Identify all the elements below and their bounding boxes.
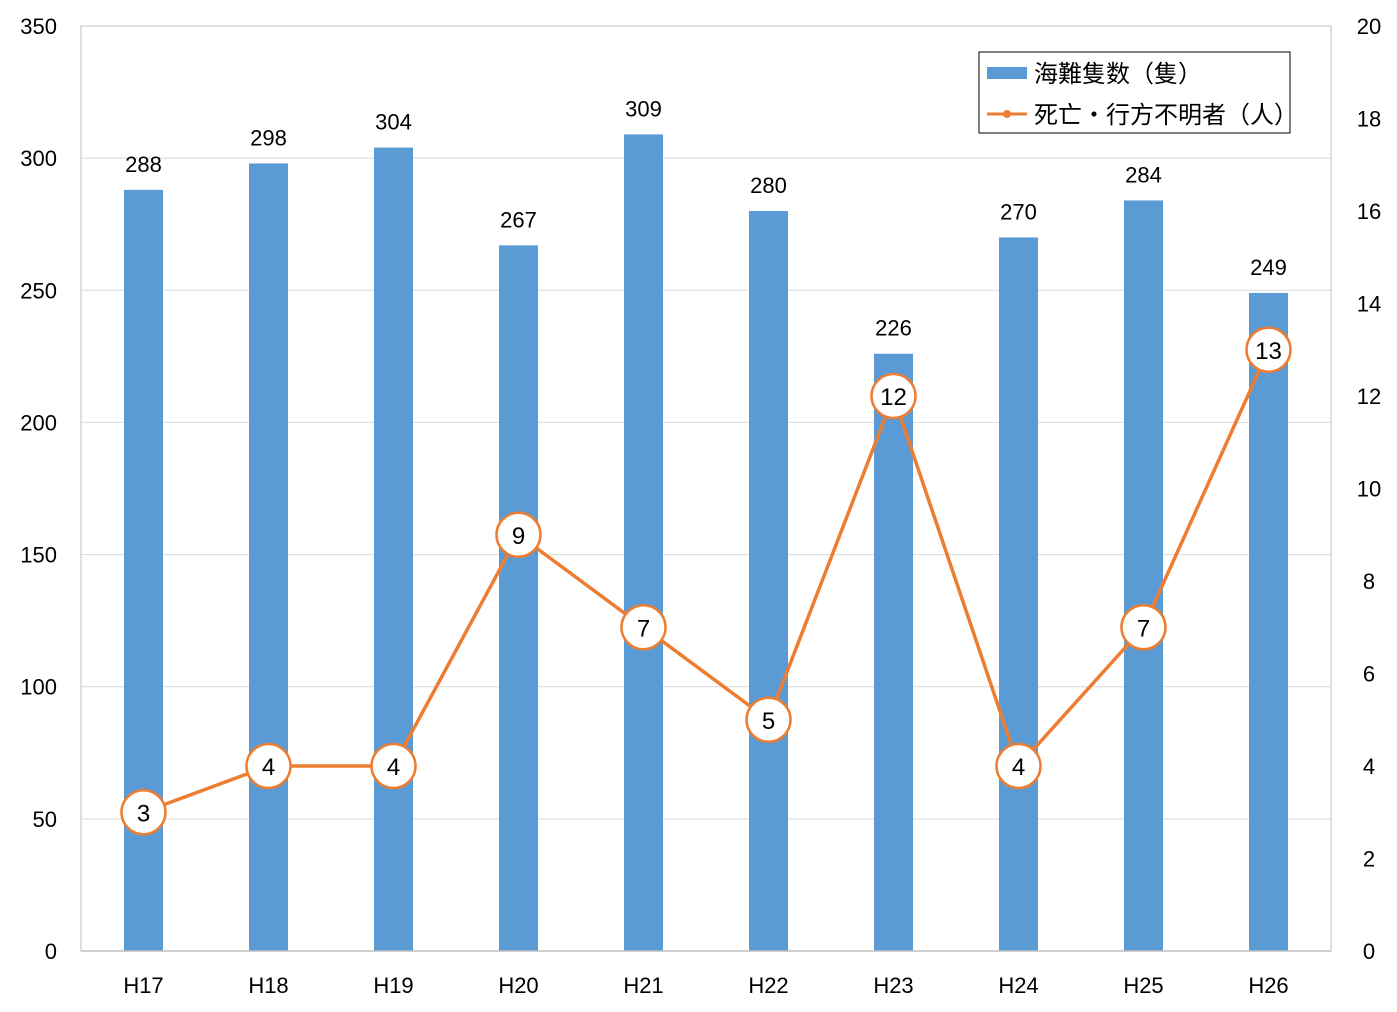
x-tick-label: H18 <box>248 973 288 998</box>
line-point <box>120 789 167 836</box>
left-tick-label: 0 <box>45 939 57 964</box>
line-value-label: 7 <box>1137 615 1150 642</box>
left-tick-label: 350 <box>20 14 57 39</box>
x-tick-label: H25 <box>1123 973 1163 998</box>
line-series: 3 4 4 9 7 5 12 4 7 13 <box>120 326 1292 836</box>
line-point <box>620 604 667 651</box>
line-value-label: 4 <box>262 754 275 781</box>
bar-data-labels: 288 298 304 267 309 280 226 270 284 249 <box>125 96 1287 340</box>
left-tick-label: 150 <box>20 543 57 568</box>
bar-value-label: 284 <box>1125 162 1162 187</box>
line-point <box>370 742 417 790</box>
line-point <box>1120 604 1167 651</box>
line-path <box>142 349 1271 814</box>
line-value-label: 4 <box>1012 754 1025 781</box>
bar-value-label: 280 <box>750 173 787 198</box>
legend: 海難隻数（隻） 死亡・行方不明者（人） <box>978 51 1298 134</box>
legend-line-label: 死亡・行方不明者（人） <box>1034 102 1298 129</box>
axes <box>80 25 1332 952</box>
bar <box>624 134 663 951</box>
bar <box>499 245 538 951</box>
right-tick-label: 0 <box>1363 939 1375 964</box>
line-point <box>495 511 542 558</box>
x-tick-label: H22 <box>748 973 788 998</box>
x-tick-label: H24 <box>998 973 1038 998</box>
bar-value-label: 298 <box>250 125 287 150</box>
bar-value-label: 309 <box>625 96 662 121</box>
right-tick-label: 20 <box>1357 14 1381 39</box>
right-tick-label: 4 <box>1363 754 1375 779</box>
left-tick-label: 300 <box>20 146 57 171</box>
bar <box>749 211 788 951</box>
line-point <box>1245 326 1292 373</box>
bar <box>249 163 288 951</box>
line-value-label: 12 <box>880 384 907 411</box>
line-point <box>870 372 917 420</box>
right-tick-label: 10 <box>1357 477 1381 502</box>
bar <box>374 147 413 952</box>
left-tick-label: 250 <box>20 278 57 303</box>
right-tick-label: 6 <box>1363 662 1375 687</box>
line-point <box>245 742 292 790</box>
bar-value-label: 267 <box>500 207 537 232</box>
bar-value-label: 226 <box>875 316 912 341</box>
x-axis-ticks: H17 H18 H19 H20 H21 H22 H23 H24 H25 H26 <box>123 973 1288 998</box>
bar <box>999 237 1038 951</box>
line-value-label: 5 <box>762 708 775 735</box>
right-tick-label: 8 <box>1363 569 1375 594</box>
legend-box <box>978 51 1291 134</box>
bar <box>874 353 913 951</box>
line-value-label: 3 <box>137 800 150 827</box>
bar-value-label: 288 <box>125 152 162 177</box>
line-point <box>745 696 792 743</box>
x-tick-label: H23 <box>873 973 913 998</box>
legend-bar-label: 海難隻数（隻） <box>1034 61 1202 88</box>
bar-value-label: 249 <box>1250 255 1287 280</box>
x-tick-label: H26 <box>1248 973 1288 998</box>
x-tick-label: H21 <box>623 973 663 998</box>
legend-bar-swatch <box>987 67 1027 79</box>
right-tick-label: 14 <box>1357 292 1381 317</box>
right-tick-label: 16 <box>1357 199 1381 224</box>
left-tick-label: 100 <box>20 675 57 700</box>
legend-line-marker <box>1003 110 1011 118</box>
line-value-label: 13 <box>1255 338 1282 365</box>
right-tick-label: 2 <box>1363 847 1375 872</box>
right-axis-ticks: 0 2 4 6 8 10 12 14 16 18 20 <box>1357 14 1381 964</box>
x-tick-label: H20 <box>498 973 538 998</box>
bar-value-label: 270 <box>1000 199 1037 224</box>
right-tick-label: 18 <box>1357 107 1381 132</box>
line-value-label: 7 <box>637 615 650 642</box>
bar-value-label: 304 <box>375 110 412 135</box>
left-tick-label: 50 <box>33 807 57 832</box>
bar <box>124 189 163 951</box>
right-tick-label: 12 <box>1357 384 1381 409</box>
line-point <box>995 742 1042 790</box>
x-tick-label: H17 <box>123 973 163 998</box>
left-axis-ticks: 0 50 100 150 200 250 300 350 <box>20 14 57 964</box>
bar <box>1124 200 1163 951</box>
bar-series <box>124 134 1288 952</box>
bar <box>1249 292 1288 951</box>
line-value-label: 9 <box>512 523 525 550</box>
line-value-label: 4 <box>387 754 400 781</box>
x-tick-label: H19 <box>373 973 413 998</box>
left-tick-label: 200 <box>20 410 57 435</box>
